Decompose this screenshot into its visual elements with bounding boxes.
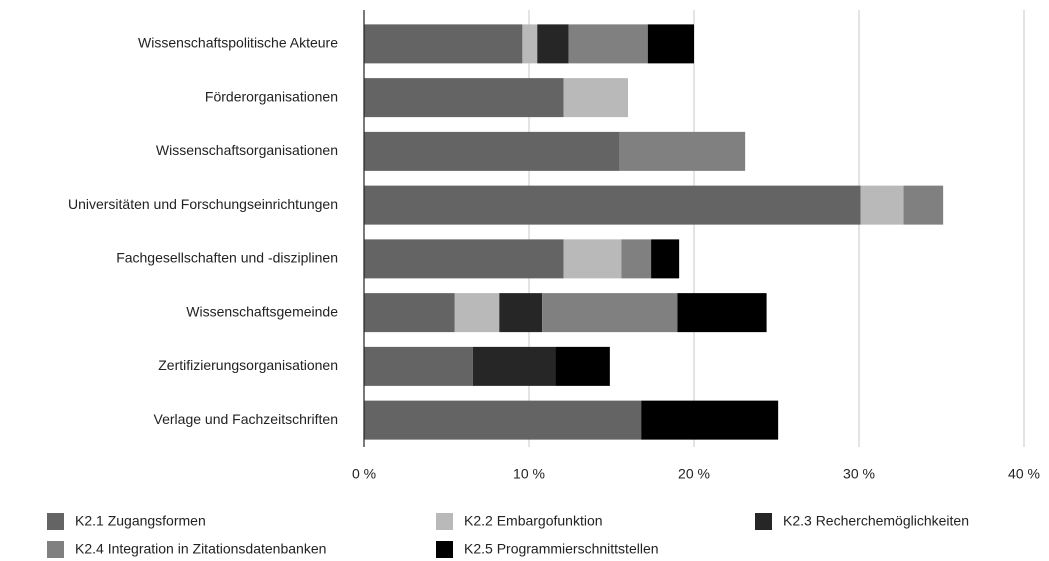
legend-label: K2.2 Embargofunktion [464,513,603,529]
bar-segment [555,346,610,386]
bar-segment [542,293,678,333]
y-tick-label: Universitäten und Forschungseinrichtunge… [68,196,338,212]
bar-segment [364,78,564,118]
legend-swatch [47,541,64,558]
legend-swatch [755,513,772,530]
bar-segment [563,78,628,118]
bar-segment [647,24,694,64]
legend-label: K2.5 Programmierschnittstellen [464,541,659,557]
bar-segment [537,24,569,64]
bar-segment [860,185,904,225]
bar-segment [472,346,556,386]
bar-segment [364,185,861,225]
legend-swatch [436,541,453,558]
y-tick-label: Wissenschaftsorganisationen [156,142,338,158]
bar-segment [619,131,746,171]
y-tick-label: Wissenschaftsgemeinde [186,303,338,319]
bar-segment [364,346,473,386]
legend-swatch [47,513,64,530]
bar-segment [364,24,523,64]
bar-segment [454,293,500,333]
x-tick-label: 30 % [843,466,875,482]
bar-segment [903,185,944,225]
x-tick-label: 0 % [352,466,376,482]
y-tick-label: Zertifizierungsorganisationen [158,357,338,373]
bar-segment [563,239,622,279]
bar-segment [651,239,680,279]
bar-segment [364,239,564,279]
x-tick-label: 10 % [513,466,545,482]
legend-label: K2.3 Recherchemöglichkeiten [783,513,969,529]
y-tick-label: Wissenschaftspolitische Akteure [138,35,338,51]
bar-segment [522,24,538,64]
x-tick-label: 20 % [678,466,710,482]
y-tick-label: Verlage und Fachzeitschriften [154,411,338,427]
bar-segment [641,400,779,440]
bar-segment [364,400,642,440]
bar-segment [364,131,620,171]
x-tick-label: 40 % [1008,466,1040,482]
bar-segment [568,24,648,64]
y-tick-label: Förderorganisationen [205,88,338,104]
legend-label: K2.1 Zugangsformen [75,513,206,529]
legend-label: K2.4 Integration in Zitationsdatenbanken [75,541,326,557]
bar-segment [677,293,767,333]
y-tick-label: Fachgesellschaften und -disziplinen [116,250,338,266]
bar-segment [621,239,652,279]
legend-swatch [436,513,453,530]
bar-segment [364,293,455,333]
bar-segment [499,293,543,333]
